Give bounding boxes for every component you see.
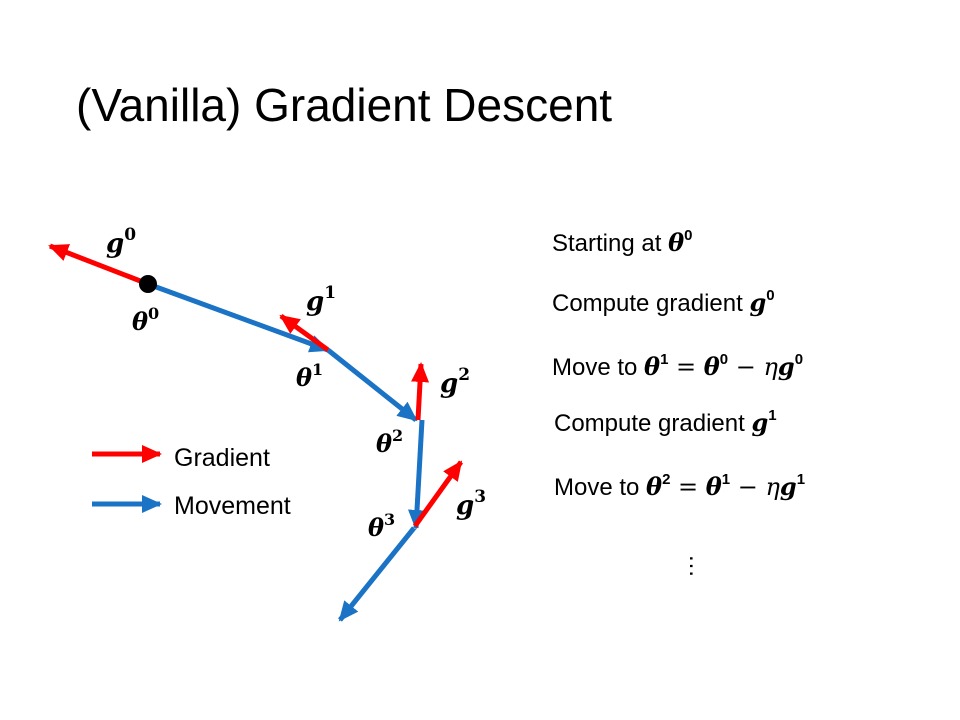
step-move1-r1-sup: 0 <box>719 351 729 368</box>
label-g1: g1 <box>306 283 336 317</box>
label-g3: g3 <box>456 487 486 521</box>
step-move2-minus: − <box>730 473 766 501</box>
step-compute-g0: Compute gradient g0 <box>552 288 775 318</box>
step-move2-eta: η <box>765 473 780 501</box>
label-theta0: θ0 <box>132 304 159 336</box>
step-move2-lhs: θ <box>646 472 663 501</box>
step-compute-g0-text: Compute gradient <box>552 290 750 317</box>
slide-title: (Vanilla) Gradient Descent <box>76 79 613 131</box>
gradient-arrow-1 <box>279 313 330 353</box>
label-g0: g0 <box>106 225 136 259</box>
gradient-arrow-2 <box>411 362 430 421</box>
step-start-sup: 0 <box>684 227 693 244</box>
step-compute-g1-sup: 1 <box>768 407 777 424</box>
step-move1-r2: g <box>777 352 795 381</box>
step-move1-eta: η <box>763 353 778 381</box>
step-move-theta2: Move to θ2 = θ1 − ηg1 <box>554 472 805 502</box>
label-g2: g2 <box>440 365 470 399</box>
legend-gradient-label: Gradient <box>174 444 270 472</box>
step-move2-r2: g <box>779 472 797 501</box>
step-start-text: Starting at <box>552 230 669 257</box>
label-theta1: θ1 <box>296 360 323 392</box>
movement-arrow-0 <box>147 281 330 353</box>
step-start-symbol: θ <box>668 228 685 257</box>
step-move-theta1: Move to θ1 = θ0 − ηg0 <box>552 352 803 382</box>
gradient-arrow-3 <box>412 460 464 528</box>
step-compute-g1-text: Compute gradient <box>554 410 752 437</box>
step-compute-g0-sup: 0 <box>766 287 775 304</box>
step-compute-g1-symbol: g <box>751 408 769 437</box>
step-move2-text: Move to <box>554 474 647 501</box>
step-start: Starting at θ0 <box>552 228 692 258</box>
legend-movement-label: Movement <box>174 492 291 520</box>
step-move2-r1: θ <box>705 472 722 501</box>
vertical-ellipsis: …… <box>684 554 700 578</box>
step-move1-lhs-sup: 1 <box>660 351 669 368</box>
step-move2-eq: = <box>670 473 706 501</box>
step-move2-r2-sup: 1 <box>796 471 806 488</box>
movement-arrow-1 <box>326 348 418 422</box>
step-move2-lhs-sup: 2 <box>662 471 671 488</box>
label-theta3: θ3 <box>368 510 395 542</box>
step-move1-text: Move to <box>552 354 645 381</box>
label-theta2: θ2 <box>376 426 403 458</box>
step-compute-g1: Compute gradient g1 <box>554 408 777 438</box>
movement-arrow-2 <box>408 419 426 530</box>
gradient-arrow-0 <box>48 243 149 287</box>
movement-arrow-3 <box>338 526 416 622</box>
step-move1-eq: = <box>668 353 704 381</box>
step-move1-lhs: θ <box>644 352 661 381</box>
step-move1-r2-sup: 0 <box>794 351 804 368</box>
step-compute-g0-symbol: g <box>749 288 767 317</box>
step-move1-r1: θ <box>703 352 720 381</box>
step-move2-r1-sup: 1 <box>721 471 731 488</box>
step-move1-minus: − <box>728 353 764 381</box>
svg-text:……: …… <box>684 554 700 578</box>
start-point <box>139 275 157 293</box>
